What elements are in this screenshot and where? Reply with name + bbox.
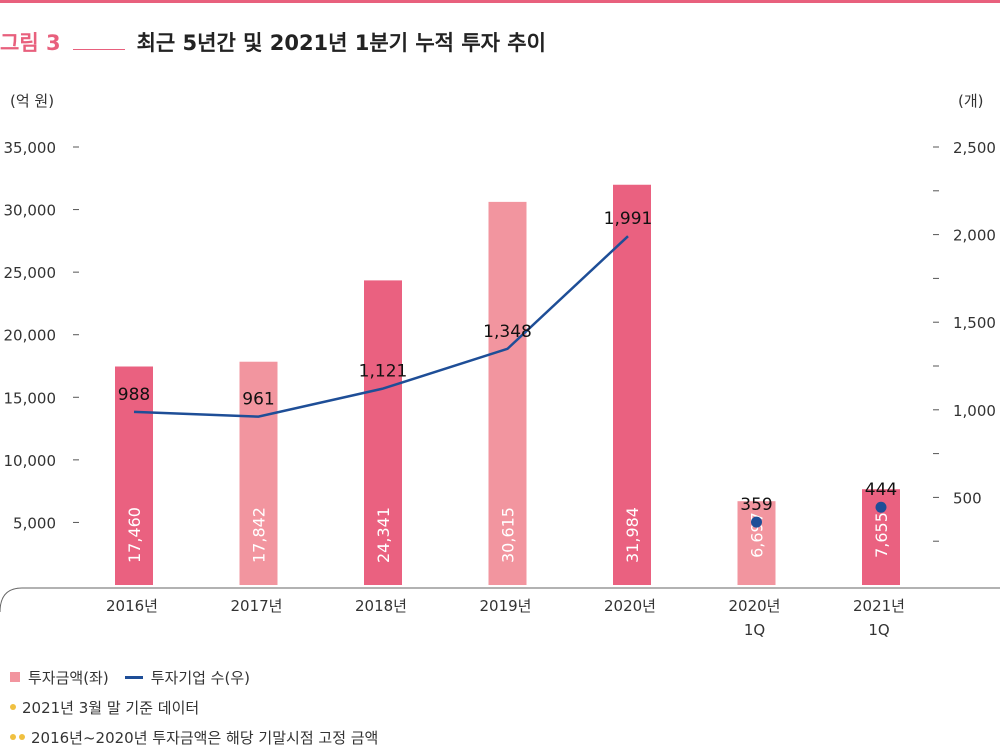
bar-투자금액좌 <box>737 501 776 585</box>
right-tick-label: 2,000 <box>953 227 996 245</box>
line-value-label: 359 <box>740 495 772 515</box>
bar-value-label: 30,615 <box>499 507 518 563</box>
bar-투자금액좌 <box>239 361 278 585</box>
note-bullet-icon <box>10 704 16 710</box>
left-tick-label: 15,000 <box>4 389 57 407</box>
note-bullet-icon <box>19 734 25 740</box>
bar-value-label: 17,460 <box>125 507 144 563</box>
x-tick-label: 1Q <box>868 621 889 639</box>
right-tick-label: 500 <box>953 489 982 507</box>
x-tick-label: 2020년 <box>729 597 781 615</box>
note-text: 2016년~2020년 투자금액은 해당 기말시점 고정 금액 <box>31 728 379 747</box>
left-tick-label: 25,000 <box>4 264 57 282</box>
left-tick-label: 10,000 <box>4 452 57 470</box>
figure-label-rule <box>72 48 125 50</box>
x-tick-label: 1Q <box>744 621 765 639</box>
right-tick-label: 2,500 <box>953 139 996 157</box>
left-axis-unit: (억 원) <box>10 92 54 110</box>
legend-bar-swatch <box>10 672 20 682</box>
figure-header: 그림 3 최근 5년간 및 2021년 1분기 누적 투자 추이 <box>0 24 546 60</box>
left-tick-label: 20,000 <box>4 327 57 345</box>
x-tick-label: 2021년 <box>853 597 905 615</box>
line-value-label: 961 <box>242 390 274 410</box>
investment-count-point <box>751 516 762 528</box>
bar-투자금액좌 <box>364 280 402 585</box>
bars-layer: 17,460 17,842 24,341 30,615 31,984 6,697 7,655 <box>115 184 900 586</box>
labels-layer: 988 961 1,121 1,348 1,991 359 444 2016년 2017년 201… <box>106 209 905 639</box>
bar-value-label: 24,341 <box>374 507 393 563</box>
bar-투자금액좌 <box>613 184 651 585</box>
line-value-label: 988 <box>118 385 150 405</box>
line-value-label: 444 <box>865 480 897 500</box>
investment-count-point <box>875 501 887 513</box>
top-accent-line <box>0 0 1000 3</box>
line-value-label: 1,348 <box>483 322 532 342</box>
legend-row: 투자금액(좌) 투자기업 수(우) <box>10 664 378 690</box>
x-tick-label: 2016년 <box>106 597 158 615</box>
note-bullet-icon <box>10 734 16 740</box>
bar-value-label: 17,842 <box>250 507 269 563</box>
x-tick-label: 2020년 <box>604 597 656 615</box>
x-tick-label: 2019년 <box>480 597 532 615</box>
legend-line-label: 투자기업 수(우) <box>150 668 250 687</box>
left-tick-label: 35,000 <box>4 139 57 157</box>
right-tick-label: 1,000 <box>953 402 996 420</box>
line-value-label: 1,121 <box>359 362 408 382</box>
bar-투자금액좌 <box>115 366 153 585</box>
left-tick-label: 5,000 <box>13 514 56 532</box>
figure-title: 최근 5년간 및 2021년 1분기 누적 투자 추이 <box>136 31 546 55</box>
figure-label: 그림 3 <box>0 31 61 55</box>
legend-and-notes: 투자금액(좌) 투자기업 수(우) 2021년 3월 말 기준 데이터 2016… <box>10 664 378 754</box>
right-axis-unit: (개) <box>958 92 984 110</box>
x-tick-label: 2018년 <box>355 597 407 615</box>
line-layer <box>133 235 887 528</box>
chart-baseline <box>0 587 1000 613</box>
note-text: 2021년 3월 말 기준 데이터 <box>22 698 200 717</box>
bar-value-label: 7,655 <box>872 512 891 558</box>
x-tick-label: 2017년 <box>231 597 283 615</box>
line-value-label: 1,991 <box>604 209 653 229</box>
note-item: 2016년~2020년 투자금액은 해당 기말시점 고정 금액 <box>10 724 378 750</box>
right-tick-label: 1,500 <box>953 314 996 332</box>
investment-count-line <box>133 235 629 418</box>
legend-line-swatch <box>124 675 143 679</box>
bar-value-label: 31,984 <box>623 507 642 563</box>
legend-bar-label: 투자금액(좌) <box>28 668 109 687</box>
bar-투자금액좌 <box>488 201 527 586</box>
note-item: 2021년 3월 말 기준 데이터 <box>10 694 378 720</box>
axes-layer: (억 원) (개) 5,000 10,000 15,000 20,000 25,000 30,… <box>0 92 1000 613</box>
left-tick-label: 30,000 <box>4 202 57 220</box>
